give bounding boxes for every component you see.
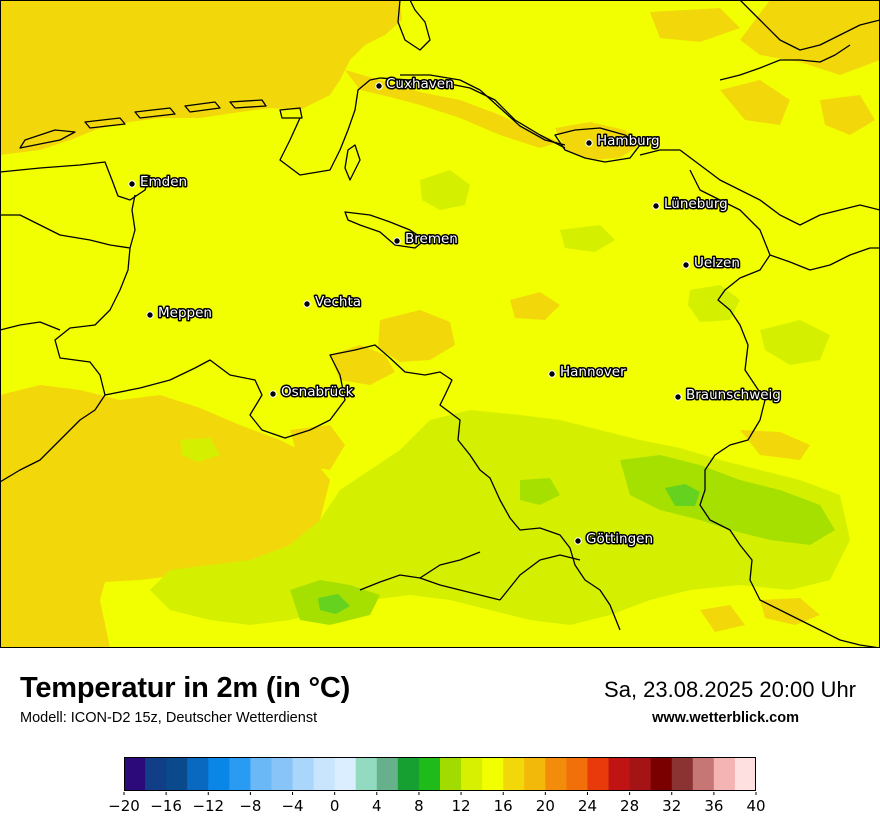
- colorbar-swatch: [671, 757, 694, 791]
- colorbar-tick-label: 20: [536, 797, 555, 815]
- colorbar-tick-label: 4: [372, 797, 382, 815]
- colorbar-tick-label: −20: [108, 797, 140, 815]
- colorbar-tick-label: 24: [578, 797, 597, 815]
- coastlines-and-borders: [0, 0, 880, 648]
- colorbar-swatch: [650, 757, 673, 791]
- colorbar-tick-label: 16: [494, 797, 513, 815]
- city-emden[interactable]: Emden: [128, 173, 189, 192]
- website-link[interactable]: www.wetterblick.com: [652, 710, 799, 726]
- colorbar-swatch: [397, 757, 420, 791]
- colorbar-swatch: [482, 757, 504, 791]
- colorbar-swatch: [545, 757, 567, 791]
- colorbar-legend: [124, 757, 756, 791]
- city-vechta[interactable]: Vechta: [303, 293, 363, 312]
- colorbar-swatch: [587, 757, 610, 791]
- colorbar-swatch: [503, 757, 525, 791]
- colorbar-swatch: [629, 757, 652, 791]
- city-label-goettingen: Göttingen: [586, 531, 653, 547]
- city-label-hannover: Hannover: [560, 364, 626, 380]
- colorbar-tick-label: −8: [239, 797, 261, 815]
- city-label-lueneburg: Lüneburg: [664, 196, 728, 212]
- city-label-osnabrueck: Osnabrück: [281, 384, 354, 400]
- colorbar-tick-label: 12: [452, 797, 471, 815]
- colorbar-swatch: [566, 757, 588, 791]
- colorbar-tick-label: 8: [414, 797, 424, 815]
- colorbar-swatch: [334, 757, 357, 791]
- city-label-bremen: Bremen: [405, 231, 458, 247]
- temperature-map[interactable]: Cuxhaven Hamburg Emden Lüneburg Bremen U…: [0, 0, 880, 648]
- city-label-braunschweig: Braunschweig: [686, 387, 781, 403]
- city-bremen[interactable]: Bremen: [393, 230, 459, 249]
- colorbar-swatch: [187, 757, 209, 791]
- colorbar-swatch: [713, 757, 736, 791]
- city-label-meppen: Meppen: [158, 305, 212, 321]
- colorbar-tick-label: 40: [746, 797, 765, 815]
- colorbar-tick-label: 28: [620, 797, 639, 815]
- colorbar-swatch: [440, 757, 462, 791]
- city-braunschweig[interactable]: Braunschweig: [674, 386, 782, 405]
- city-meppen[interactable]: Meppen: [146, 304, 213, 323]
- colorbar-tick-label: 32: [662, 797, 681, 815]
- colorbar-swatch: [250, 757, 272, 791]
- colorbar-swatch: [229, 757, 251, 791]
- colorbar-swatch: [145, 757, 167, 791]
- city-uelzen[interactable]: Uelzen: [682, 254, 741, 273]
- colorbar-swatch: [418, 757, 441, 791]
- colorbar-swatch: [734, 757, 756, 791]
- colorbar-swatch: [608, 757, 631, 791]
- city-label-hamburg: Hamburg: [597, 133, 660, 149]
- map-title: Temperatur in 2m (in °C): [20, 672, 351, 704]
- city-lueneburg[interactable]: Lüneburg: [652, 195, 729, 214]
- colorbar-swatch: [124, 757, 146, 791]
- colorbar-frame: [124, 757, 756, 791]
- colorbar-swatch: [692, 757, 715, 791]
- colorbar-tick-labels: −20 −16 −12 −8 −4 0 4 8 12 16 20 24 28 32 36 40: [108, 792, 766, 815]
- city-cuxhaven[interactable]: Cuxhaven: [375, 75, 455, 94]
- colorbar-swatch: [376, 757, 399, 791]
- model-subtitle: Modell: ICON-D2 15z, Deutscher Wetterdie…: [20, 710, 318, 726]
- colorbar-tick-label: −16: [150, 797, 182, 815]
- city-label-uelzen: Uelzen: [694, 255, 740, 271]
- city-label-vechta: Vechta: [315, 294, 361, 310]
- city-goettingen[interactable]: Göttingen: [574, 530, 655, 549]
- colorbar-swatch: [292, 757, 315, 791]
- colorbar-swatch: [524, 757, 546, 791]
- city-hannover[interactable]: Hannover: [548, 363, 628, 382]
- city-label-emden: Emden: [140, 174, 187, 190]
- colorbar-swatch: [461, 757, 483, 791]
- colorbar-swatch: [208, 757, 230, 791]
- colorbar-swatch: [355, 757, 378, 791]
- colorbar-swatch: [166, 757, 188, 791]
- colorbar-tick-label: 36: [704, 797, 723, 815]
- city-label-cuxhaven: Cuxhaven: [386, 76, 454, 92]
- colorbar-tick-label: −4: [281, 797, 303, 815]
- colorbar-tick-label: 0: [330, 797, 340, 815]
- city-hamburg[interactable]: Hamburg: [585, 132, 661, 151]
- colorbar-tick-label: −12: [192, 797, 224, 815]
- forecast-datetime: Sa, 23.08.2025 20:00 Uhr: [604, 677, 856, 702]
- city-markers: Cuxhaven Hamburg Emden Lüneburg Bremen U…: [128, 75, 782, 549]
- temperature-zone-10-12: [318, 484, 700, 614]
- temperature-zone-18-20: [0, 0, 880, 648]
- colorbar-swatch: [271, 757, 294, 791]
- colorbar-swatch: [313, 757, 336, 791]
- city-osnabrueck[interactable]: Osnabrück: [269, 383, 355, 402]
